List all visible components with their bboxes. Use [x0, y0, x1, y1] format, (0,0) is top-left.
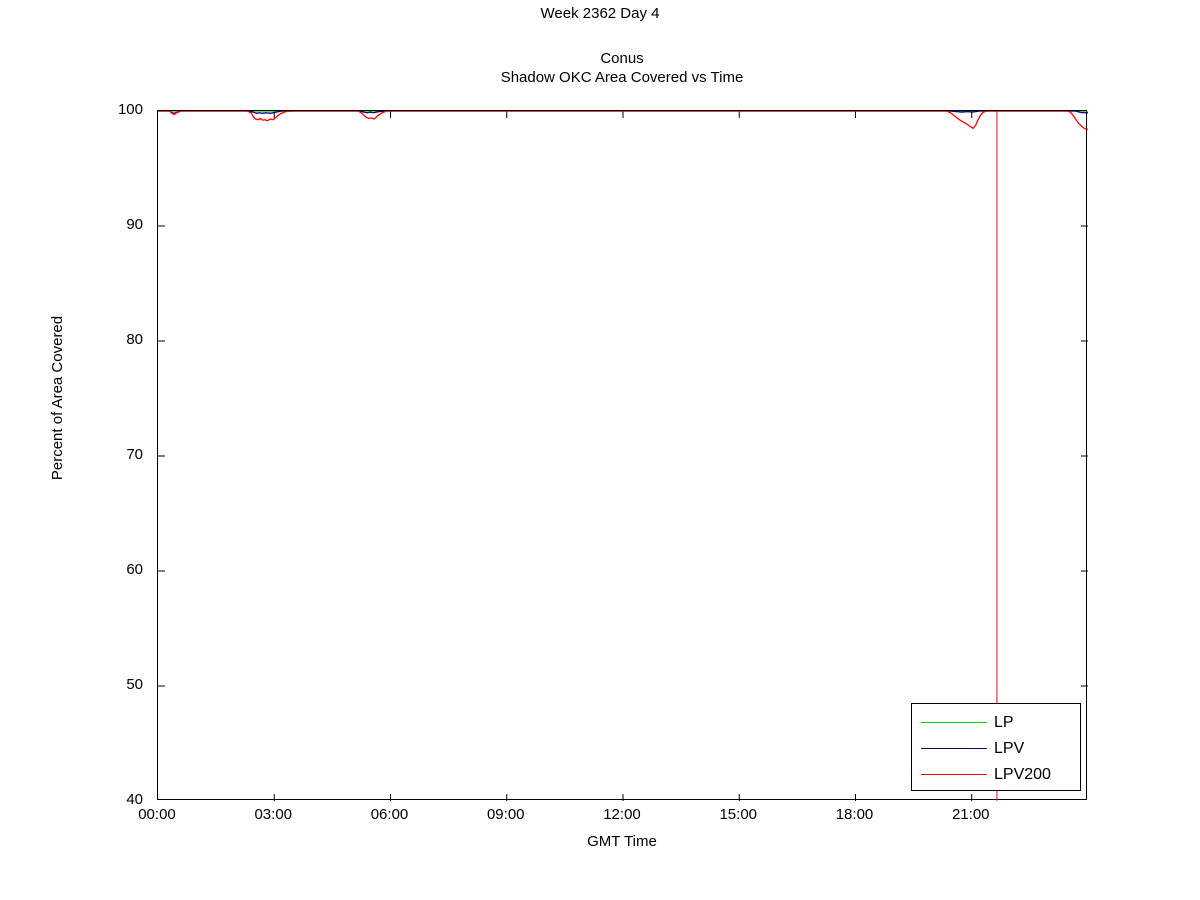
legend-swatch-lp [921, 722, 987, 723]
y-tick-label: 90 [126, 216, 143, 233]
y-tick-label: 70 [126, 446, 143, 463]
legend-swatch-lpv200 [921, 774, 987, 775]
chart-legend: LP LPV LPV200 [911, 703, 1081, 791]
chart-canvas [158, 111, 1088, 801]
y-axis-label: Percent of Area Covered [49, 315, 66, 481]
x-tick-label: 21:00 [951, 806, 990, 823]
legend-item-lpv[interactable]: LPV [912, 735, 1082, 763]
legend-item-lpv200[interactable]: LPV200 [912, 761, 1082, 789]
y-axis-tick-labels: 40 50 60 70 80 90 100 [85, 102, 151, 807]
legend-item-lp[interactable]: LP [912, 709, 1082, 737]
x-tick-label: 06:00 [370, 806, 409, 823]
x-tick-label: 15:00 [719, 806, 758, 823]
series-line-lpv200 [158, 111, 1088, 131]
series-line-lpv [158, 111, 1088, 114]
plot-area [157, 110, 1088, 801]
legend-label: LPV200 [994, 766, 1051, 783]
chart-title: Conus [600, 50, 644, 67]
x-axis-label: GMT Time [587, 833, 657, 850]
y-tick-label: 80 [126, 331, 143, 348]
chart-subtitle: Shadow OKC Area Covered vs Time [500, 69, 744, 86]
legend-label: LPV [994, 740, 1025, 757]
legend-label: LP [994, 714, 1014, 731]
figure-suptitle: Week 2362 Day 4 [540, 5, 660, 22]
y-tick-label: 40 [126, 791, 143, 808]
y-tick-label: 100 [117, 101, 143, 118]
x-axis-tick-labels: 00:00 03:00 06:00 09:00 12:00 15:00 18:00 21:00 [138, 806, 1087, 828]
x-tick-label: 09:00 [486, 806, 525, 823]
chart-title-block: Conus Shadow OKC Area Covered vs Time [157, 49, 1087, 87]
x-tick-label: 18:00 [835, 806, 874, 823]
y-tick-label: 50 [126, 676, 143, 693]
y-tick-label: 60 [126, 561, 143, 578]
x-tick-label: 03:00 [254, 806, 293, 823]
x-tick-label: 00:00 [138, 806, 176, 823]
x-tick-label: 12:00 [603, 806, 641, 823]
legend-swatch-lpv [921, 748, 987, 749]
